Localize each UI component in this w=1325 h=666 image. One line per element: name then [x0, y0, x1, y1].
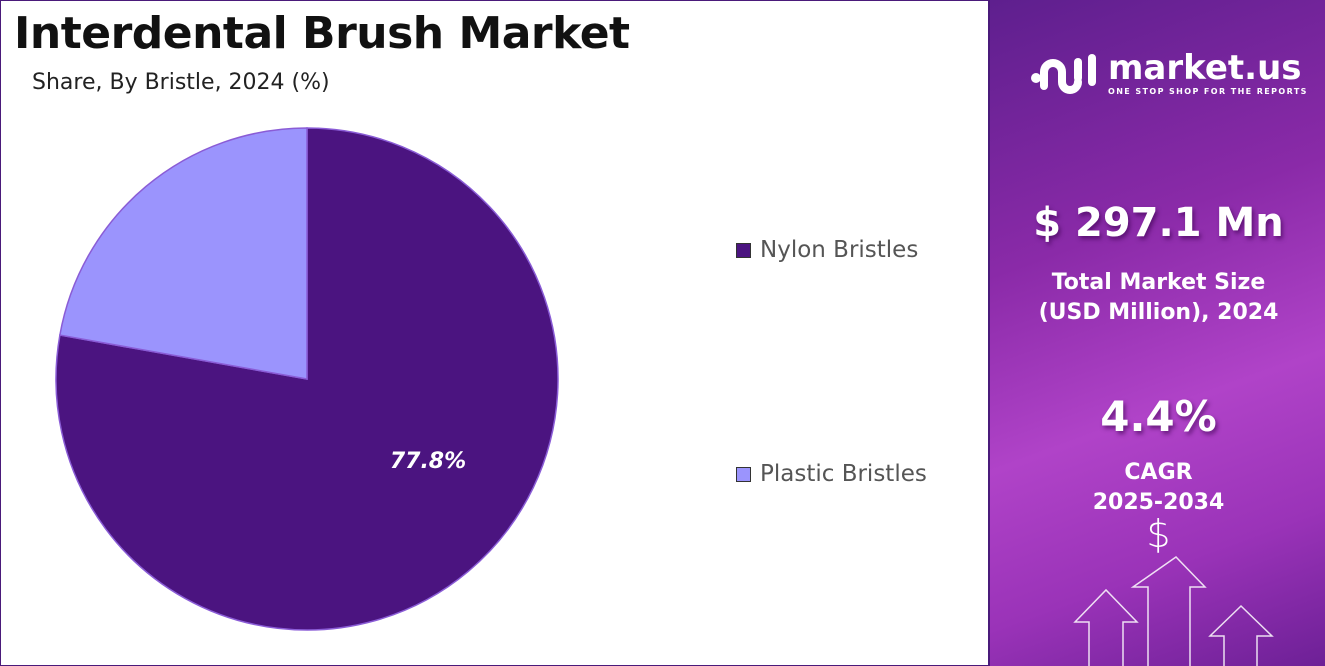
summary-panel: market.us ONE STOP SHOP FOR THE REPORTS … [988, 0, 1325, 666]
growth-arrows-icon [1073, 556, 1274, 666]
market-size-label-line2: (USD Million), 2024 [1038, 300, 1279, 325]
logo-icon [1031, 54, 1096, 94]
chart-subtitle: Share, By Bristle, 2024 (%) [32, 70, 330, 95]
market-size-label: Total Market Size (USD Million), 2024 [990, 268, 1325, 328]
cagr-label: CAGR 2025-2034 [990, 458, 1325, 518]
dollar-icon: $ [1146, 512, 1171, 556]
cagr-label-line2: 2025-2034 [1092, 490, 1225, 515]
logo-text: market.us [1108, 47, 1302, 88]
legend-swatch-plastic [736, 466, 751, 482]
chart-title: Interdental Brush Market [14, 8, 630, 59]
data-label: 77.8% [390, 449, 466, 474]
legend-label-plastic: Plastic Bristles [760, 461, 927, 487]
legend-label-nylon: Nylon Bristles [760, 237, 919, 263]
legend-swatch-nylon [736, 242, 751, 258]
legend-item-nylon: Nylon Bristles [736, 237, 918, 263]
market-size-value: $ 297.1 Mn [1033, 200, 1284, 246]
market-size-label-line1: Total Market Size [1051, 270, 1266, 295]
cagr-label-line1: CAGR [1124, 460, 1193, 485]
pie-chart: 77.8% [55, 127, 559, 631]
pie-slice-plastic-bristles [59, 127, 308, 380]
logo-tagline: ONE STOP SHOP FOR THE REPORTS [1108, 86, 1308, 96]
cagr-value: 4.4% [1100, 392, 1217, 441]
legend-item-plastic: Plastic Bristles [736, 461, 927, 487]
market-us-logo: market.us ONE STOP SHOP FOR THE REPORTS [1030, 48, 1308, 98]
